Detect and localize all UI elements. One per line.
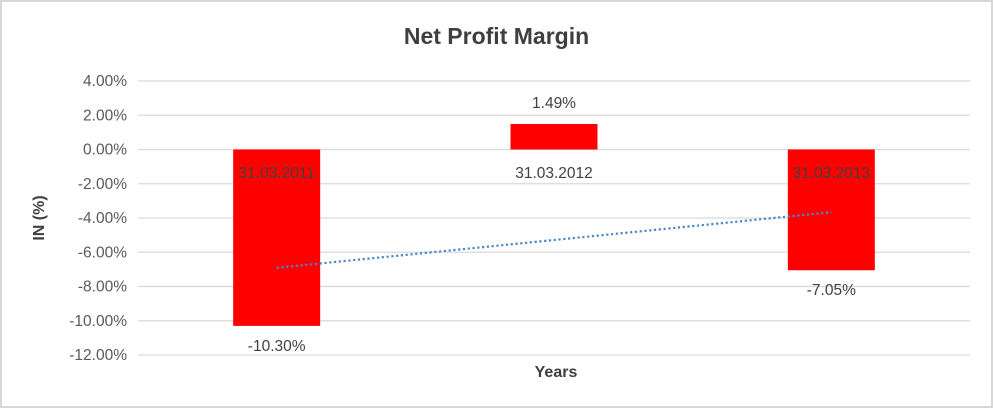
y-tick-label: -2.00% (78, 176, 127, 193)
data-label: 1.49% (532, 95, 576, 112)
bar-31.03.2012[interactable] (510, 123, 598, 150)
y-tick-label: -10.00% (69, 313, 127, 330)
data-label: -10.30% (248, 338, 306, 355)
category-label: 31.03.2013 (793, 165, 871, 182)
y-tick-label: -6.00% (78, 244, 127, 261)
data-label: -7.05% (807, 282, 856, 299)
y-tick-label: -8.00% (78, 279, 127, 296)
trendline[interactable] (276, 211, 832, 269)
y-tick-label: -12.00% (69, 347, 127, 364)
bar-31.03.2011[interactable] (233, 149, 321, 326)
x-axis-title: Years (534, 364, 578, 381)
chart-title: Net Profit Margin (403, 23, 590, 49)
y-tick-label: 4.00% (83, 73, 127, 90)
y-tick-label: 2.00% (83, 107, 127, 124)
category-label: 31.03.2012 (515, 165, 593, 182)
y-tick-label: -4.00% (78, 210, 127, 227)
category-label: 31.03.2011 (238, 165, 314, 182)
y-tick-label: 0.00% (83, 142, 127, 159)
bar-31.03.2013[interactable] (787, 149, 875, 271)
